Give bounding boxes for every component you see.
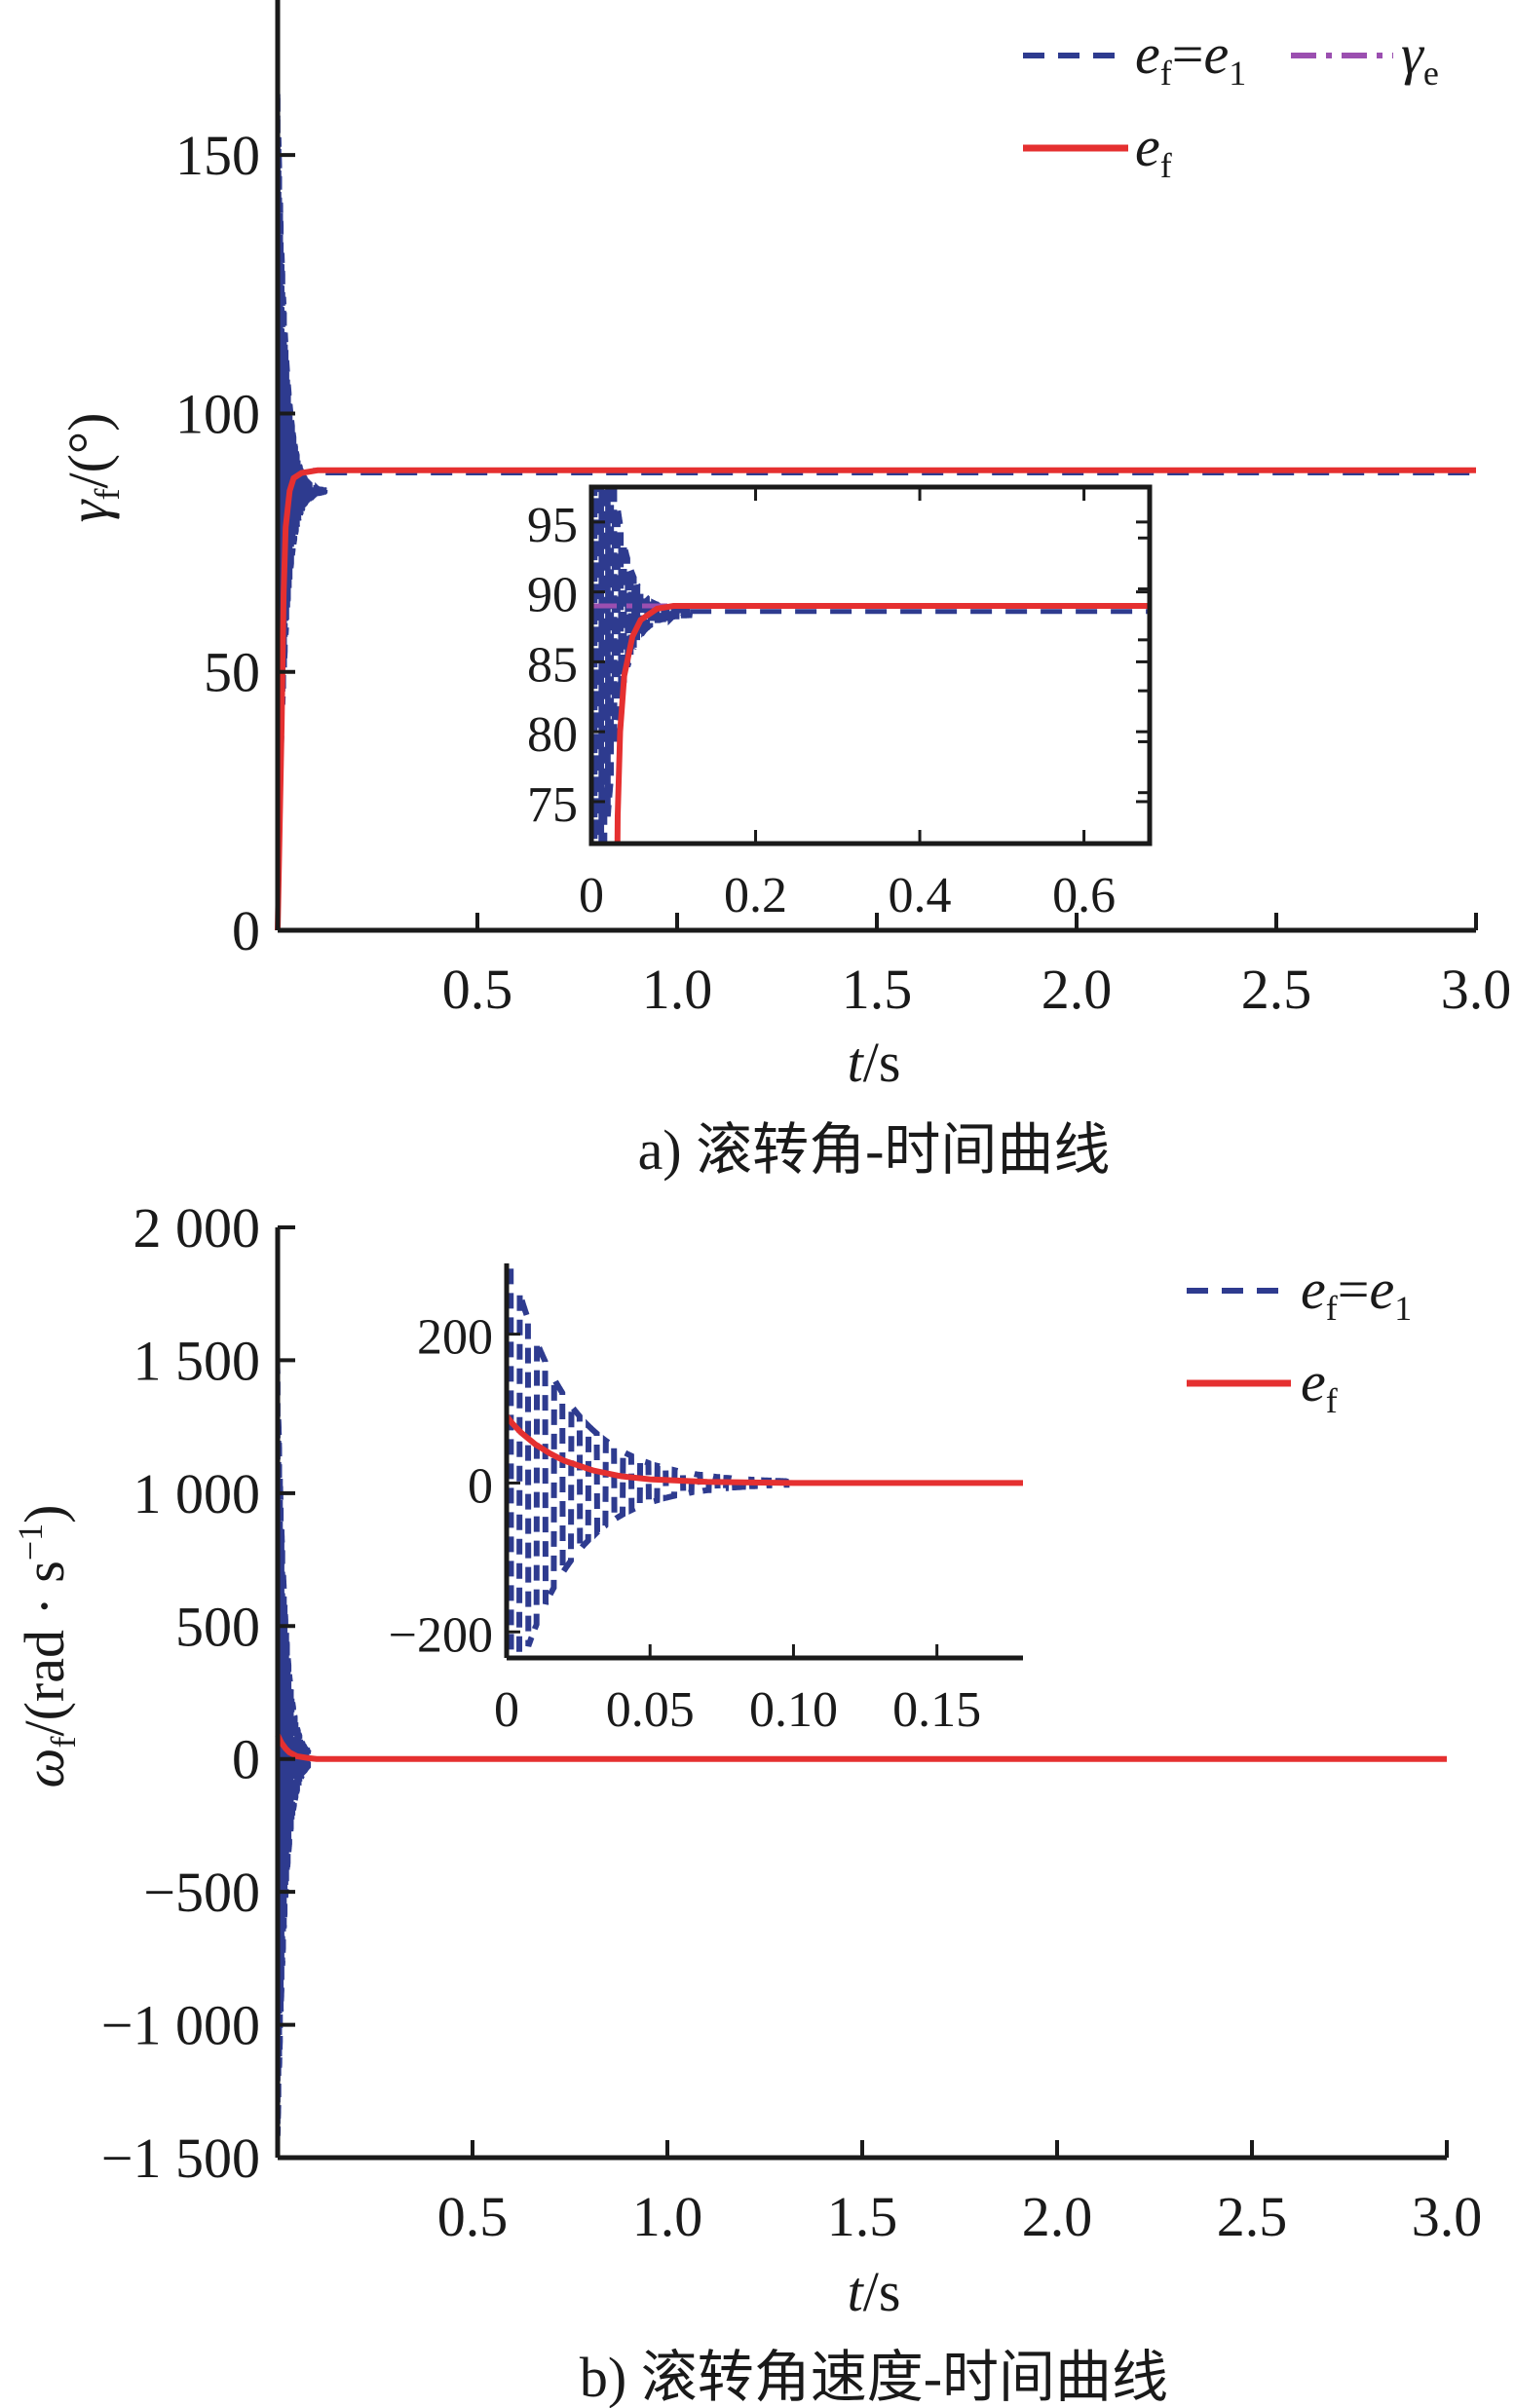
- inset-border: [588, 484, 1153, 847]
- chart-a-xlabel: t/s: [848, 1031, 901, 1094]
- x-tick-label: 0.5: [437, 2185, 509, 2248]
- y-tick-label: 150: [175, 124, 260, 187]
- inset-y-tick-label: 80: [527, 707, 578, 763]
- chart-a-caption: a) 滚转角-时间曲线: [638, 1118, 1111, 1182]
- series-ef-e1: [278, 1360, 312, 2136]
- inset-x-tick-label: 0: [494, 1682, 519, 1738]
- legend-item-ef: ef: [1023, 115, 1172, 185]
- series-ef: [275, 1733, 1447, 1762]
- x-tick-label: 2.0: [1042, 958, 1113, 1021]
- inset-y-tick-label: −200: [389, 1607, 493, 1663]
- y-tick-label: 0: [232, 1728, 260, 1791]
- y-tick-label: 2 000: [133, 1196, 261, 1260]
- chart-a: 0.5 1.0 1.5 2.0 2.5 3.0 0 50 100 150 0 0.2 0.4 0.6 75…: [57, 0, 1511, 1182]
- chart-b-caption: b) 滚转角速度-时间曲线: [580, 2346, 1168, 2408]
- chart-b-ylabel: ωf/(rad · s−1): [11, 1505, 83, 1788]
- chart-a-plot-area: [275, 92, 1476, 931]
- inset-x-tick-label: 0.05: [606, 1682, 695, 1738]
- y-tick-label: 0: [232, 899, 260, 962]
- chart-b-xlabel: t/s: [848, 2260, 901, 2323]
- chart-a-ylabel: γf/(°): [57, 413, 127, 523]
- y-tick-label: 500: [175, 1595, 260, 1658]
- inset-frame: [588, 484, 1153, 847]
- x-tick-label: 1.0: [632, 2185, 703, 2248]
- x-tick-label: 1.5: [842, 958, 913, 1021]
- y-tick-label: 100: [175, 382, 260, 445]
- legend-item-ef-e1: ef=e1: [1187, 1258, 1412, 1328]
- chart-a-inset: 0 0.2 0.4 0.6 75 80 85 90 95: [527, 484, 1153, 923]
- y-tick-label: 1 000: [133, 1462, 261, 1525]
- legend-item-ef-e1: ef=e1: [1023, 22, 1246, 93]
- y-tick-label: −500: [143, 1861, 260, 1924]
- inset-plot-area: [507, 1263, 1023, 1658]
- y-tick-label: 50: [204, 641, 260, 704]
- inset-y-tick-label: 90: [527, 568, 578, 623]
- x-tick-label: 2.5: [1241, 958, 1312, 1021]
- inset-series-ef-e1: [591, 487, 694, 844]
- chart-b-legend: ef=e1 ef: [1187, 1258, 1412, 1420]
- y-tick-label: −1 500: [101, 2126, 260, 2190]
- legend-item-ef: ef: [1187, 1350, 1338, 1420]
- svg-text:ef=e1: ef=e1: [1135, 22, 1246, 93]
- inset-series-ef: [614, 603, 1150, 844]
- svg-text:γe: γe: [1401, 22, 1439, 93]
- series-ef-e1: [278, 92, 328, 881]
- inset-y-tick-label: 85: [527, 637, 578, 693]
- legend-item-gamma-e: γe: [1291, 22, 1439, 93]
- x-tick-label: 3.0: [1441, 958, 1512, 1021]
- inset-x-tick-label: 0.4: [889, 868, 952, 923]
- svg-text:ef: ef: [1135, 115, 1172, 185]
- inset-y-tick-label: 95: [527, 498, 578, 553]
- svg-text:ef: ef: [1301, 1350, 1338, 1420]
- inset-x-tick-label: 0.2: [724, 868, 787, 923]
- y-tick-label: 1 500: [133, 1329, 261, 1392]
- inset-y-tick-label: 75: [527, 777, 578, 833]
- series-ef: [275, 467, 1476, 931]
- inset-x-tick-label: 0: [579, 868, 604, 923]
- inset-x-tick-label: 0.6: [1052, 868, 1116, 923]
- y-tick-label: −1 000: [101, 1994, 260, 2057]
- inset-plot-area: [591, 487, 1150, 844]
- inset-x-tick-label: 0.10: [749, 1682, 838, 1738]
- chart-b-plot-area: [275, 1360, 1447, 2136]
- x-tick-label: 2.0: [1022, 2185, 1093, 2248]
- x-tick-label: 0.5: [442, 958, 513, 1021]
- chart-b: 0.5 1.0 1.5 2.0 2.5 3.0 −1 500 −1 000 −500 0 500 1 …: [11, 1196, 1482, 2408]
- chart-b-axes: 0.5 1.0 1.5 2.0 2.5 3.0 −1 500 −1 000 −500 0 500 1 …: [101, 1196, 1482, 2248]
- inset-background: [507, 1263, 1023, 1658]
- x-tick-label: 3.0: [1412, 2185, 1483, 2248]
- x-tick-label: 1.0: [642, 958, 713, 1021]
- inset-series-ef: [507, 1413, 1023, 1486]
- chart-a-legend: ef=e1 γe ef: [1023, 22, 1439, 185]
- svg-text:ef=e1: ef=e1: [1301, 1258, 1412, 1328]
- inset-x-tick-label: 0.15: [892, 1682, 981, 1738]
- inset-y-tick-label: 0: [468, 1458, 493, 1514]
- x-tick-label: 2.5: [1217, 2185, 1288, 2248]
- x-tick-label: 1.5: [827, 2185, 898, 2248]
- inset-y-tick-label: 200: [417, 1310, 493, 1366]
- chart-a-axes: 0.5 1.0 1.5 2.0 2.5 3.0 0 50 100 150: [175, 0, 1511, 1021]
